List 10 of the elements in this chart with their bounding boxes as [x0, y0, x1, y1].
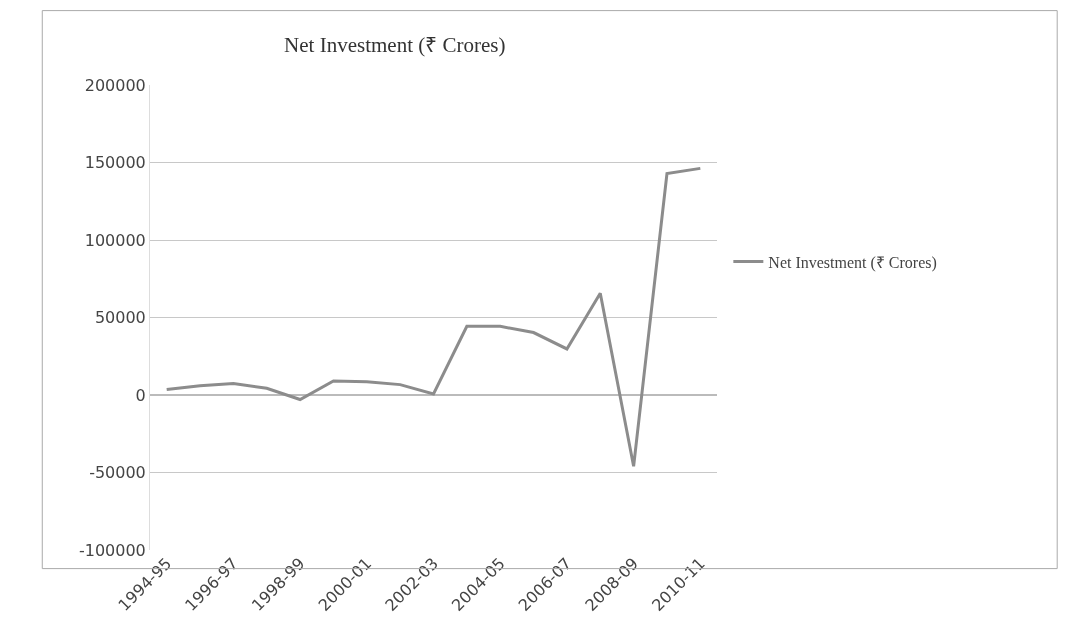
y-tick-label: 200000: [84, 75, 146, 95]
y-tick-label: 100000: [84, 230, 146, 250]
line-series: [165, 166, 702, 468]
legend-label: Net Investment (₹ Crores): [768, 253, 937, 272]
y-tick-label: 0: [135, 385, 146, 405]
y-tick-label: -100000: [78, 540, 146, 560]
y-tick-label: 150000: [84, 153, 146, 173]
y-tick-label: 50000: [94, 308, 146, 328]
chart-title: Net Investment (₹ Crores): [284, 33, 506, 58]
y-tick-label: -50000: [89, 463, 146, 483]
